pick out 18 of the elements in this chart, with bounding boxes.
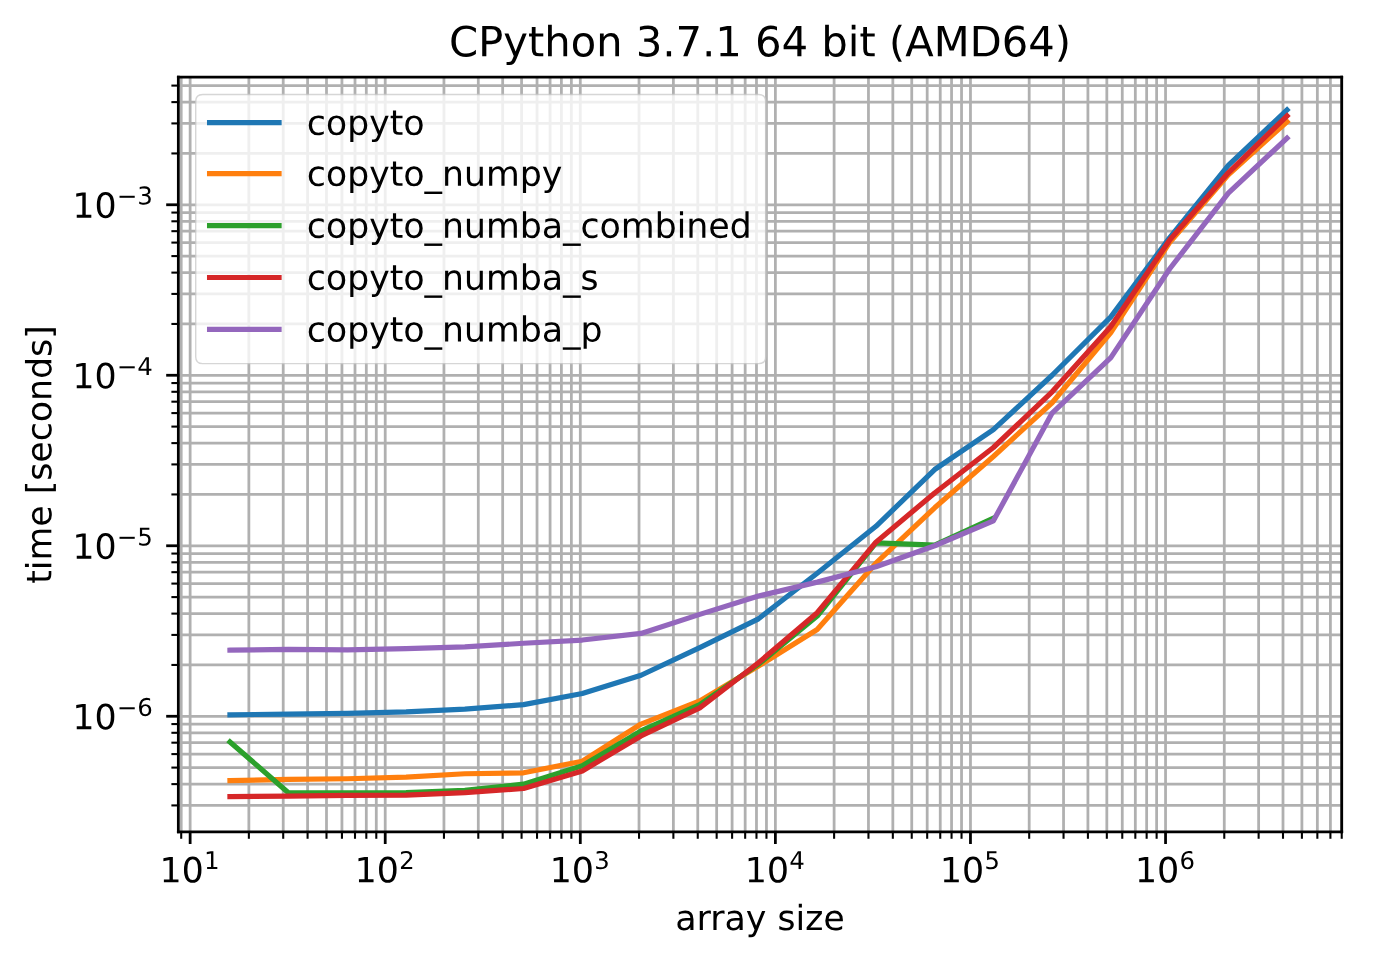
x-tick-label: 10$^{5}$: [943, 851, 998, 883]
x-tick-label: 10$^{4}$: [748, 851, 804, 883]
legend-label: copyto_numba_combined: [308, 211, 749, 246]
x-tick-label: 10$^{2}$: [358, 850, 413, 883]
x-tick-label: 10$^{1}$: [163, 851, 218, 883]
legend-label: copyto_numba_s: [308, 263, 597, 298]
x-tick-label: 10$^{6}$: [1138, 850, 1194, 883]
x-tick-label: 10$^{3}$: [553, 850, 608, 883]
y-axis-title: time [seconds]: [24, 328, 56, 583]
legend-label: copyto: [308, 110, 423, 143]
y-tick-label: 10$^{−6}$: [76, 697, 152, 730]
y-tick-label: 10$^{−4}$: [76, 357, 152, 389]
legend-label: copyto_numba_p: [308, 315, 601, 350]
y-tick-label: 10$^{−5}$: [76, 527, 151, 560]
x-axis-title: array size: [677, 903, 843, 938]
legend-label: copyto_numpy: [308, 161, 562, 194]
y-tick-label: 10$^{−3}$: [76, 186, 151, 219]
chart-title: CPython 3.7.1 64 bit (AMD64): [451, 24, 1068, 66]
